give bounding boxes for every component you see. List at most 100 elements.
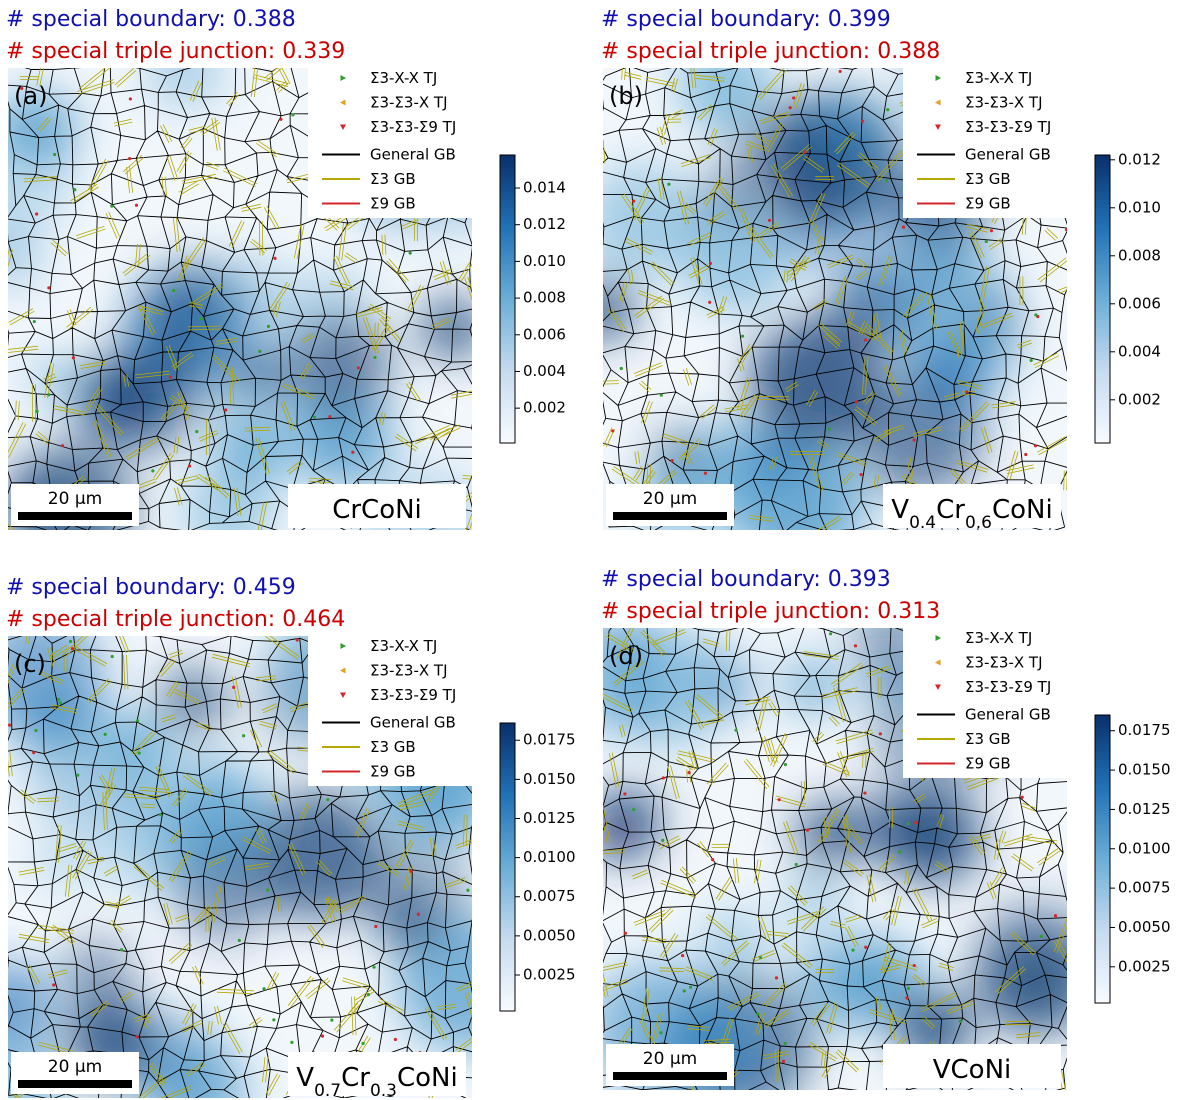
tick-label: 0.0150 <box>1118 761 1171 779</box>
legend-box <box>308 636 472 786</box>
junction <box>681 954 685 958</box>
title: # special boundary: 0.399 <box>601 7 891 32</box>
density-blob <box>8 226 42 289</box>
alloy-part: Cr <box>936 495 965 525</box>
panel: # special boundary: 0.388 # special tripl… <box>6 7 566 530</box>
junction <box>1029 358 1033 362</box>
tick-label: 0.0150 <box>523 770 576 788</box>
tick-label: 0.014 <box>523 179 566 197</box>
legend-marker <box>340 692 346 698</box>
density-blob <box>234 349 290 404</box>
scale-label: 20 μm <box>48 489 102 509</box>
junction <box>827 427 831 431</box>
legend-label: Σ3-X-X TJ <box>965 69 1032 87</box>
junction <box>860 119 864 123</box>
junction <box>68 639 73 644</box>
junction <box>158 813 162 817</box>
junction <box>756 1012 760 1016</box>
legend-label: Σ3-Σ3-X TJ <box>370 662 448 680</box>
junction <box>788 106 792 110</box>
tick-label: 0.006 <box>1118 294 1161 312</box>
tick-label: 0.010 <box>1118 198 1161 216</box>
legend-label: Σ3-Σ3-Σ9 TJ <box>370 118 456 136</box>
junction <box>35 409 39 413</box>
junction <box>232 685 236 689</box>
tick-label: 0.004 <box>1118 342 1161 360</box>
legend-label: General GB <box>370 714 456 732</box>
colorbar <box>1094 154 1111 444</box>
legend-label: Σ3-X-X TJ <box>370 637 437 655</box>
subtitle: # special triple junction: 0.313 <box>601 599 940 624</box>
junction <box>758 955 763 960</box>
junction <box>886 108 890 112</box>
junction <box>898 850 902 854</box>
junction <box>273 256 277 260</box>
tick-label: 0.0025 <box>523 966 576 984</box>
legend-label: Σ3-Σ3-X TJ <box>370 94 448 112</box>
tick-label: 0.0075 <box>1118 879 1171 897</box>
junction <box>224 408 228 412</box>
junction <box>237 938 241 942</box>
panel: # special boundary: 0.459 # special tripl… <box>6 575 576 1100</box>
tick-label: 0.0100 <box>523 848 576 866</box>
junction <box>295 638 299 642</box>
tick-label: 0.0175 <box>523 731 576 749</box>
junction <box>119 948 124 952</box>
density-blob <box>833 936 926 1029</box>
junction <box>914 820 918 825</box>
legend-marker <box>340 124 346 130</box>
density-blob <box>35 834 92 891</box>
junction <box>53 152 57 157</box>
tick-label: 0.0100 <box>1118 839 1171 857</box>
junction <box>803 150 807 154</box>
tick-label: 0.008 <box>523 289 566 307</box>
junction <box>110 204 114 208</box>
junction <box>682 989 686 993</box>
junction <box>258 349 262 353</box>
junction <box>187 464 192 468</box>
tick-label: 0.008 <box>1118 246 1161 264</box>
density-blob <box>603 276 636 342</box>
density-blob <box>253 789 385 921</box>
subtitle: # special triple junction: 0.339 <box>6 39 345 64</box>
tick-label: 0.012 <box>523 215 566 233</box>
legend-marker <box>935 684 941 690</box>
alloy-part: CoNi <box>992 495 1053 525</box>
junction <box>619 366 623 371</box>
junction <box>374 924 378 929</box>
density-blob <box>784 657 842 715</box>
junction <box>851 948 855 952</box>
alloy-part: CoNi <box>397 1063 458 1093</box>
junction <box>361 1041 365 1045</box>
junction <box>330 1018 334 1022</box>
junction <box>35 212 39 216</box>
junction <box>794 862 798 867</box>
junction <box>366 993 371 997</box>
junction <box>667 182 671 186</box>
junction <box>854 400 858 404</box>
junction <box>863 791 867 795</box>
tick-label: 0.0075 <box>523 887 576 905</box>
scale-label: 20 μm <box>48 1057 102 1077</box>
alloy-box <box>288 484 466 528</box>
colorbar <box>499 722 516 1012</box>
density-blob <box>748 318 880 450</box>
junction <box>912 963 916 968</box>
junction <box>708 300 712 304</box>
scale-bar <box>18 512 132 520</box>
junction <box>128 157 132 161</box>
panel-label: (a) <box>14 82 47 110</box>
tick-label: 0.002 <box>1118 390 1161 408</box>
junction <box>1020 795 1024 799</box>
legend-label: Σ3-X-X TJ <box>370 69 437 87</box>
junction <box>47 393 51 397</box>
junction <box>777 798 781 802</box>
junction <box>1053 914 1058 918</box>
junction <box>47 286 51 290</box>
legend-label: Σ3 GB <box>370 170 416 188</box>
junction <box>1024 452 1028 457</box>
tick-label: 0.012 <box>1118 150 1161 168</box>
junction <box>408 251 412 255</box>
density-blob <box>101 346 207 452</box>
junction <box>312 415 317 419</box>
